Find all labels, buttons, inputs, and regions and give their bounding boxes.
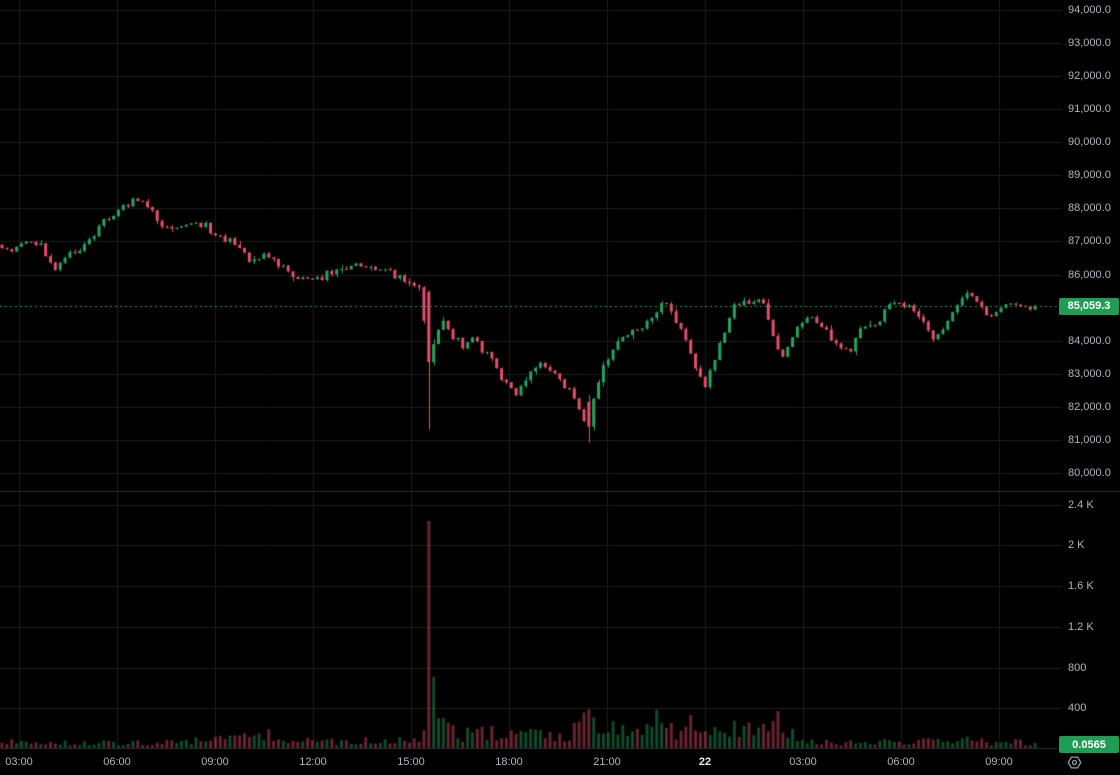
time-tick-label[interactable]: 18:00: [495, 756, 523, 768]
volume-tick-label: 2.4 K: [1068, 498, 1094, 511]
time-tick-label[interactable]: 12:00: [299, 756, 327, 768]
last-volume-value: 0.0565: [1072, 738, 1106, 751]
time-tick-label[interactable]: 09:00: [985, 756, 1013, 768]
last-price-badge: 85,059.3: [1059, 297, 1119, 315]
volume-tick-label: 400: [1068, 702, 1087, 715]
time-tick-label[interactable]: 21:00: [593, 756, 621, 768]
settings-gear-icon[interactable]: [1066, 754, 1083, 771]
price-tick-label: 92,000.0: [1068, 70, 1111, 83]
time-tick-label[interactable]: 09:00: [201, 756, 229, 768]
price-tick-label: 91,000.0: [1068, 103, 1111, 116]
volume-tick-label: 1.6 K: [1068, 580, 1094, 593]
last-volume-badge: 0.0565: [1059, 736, 1119, 753]
price-tick-label: 88,000.0: [1068, 202, 1111, 215]
time-tick-label[interactable]: 03:00: [789, 756, 817, 768]
price-tick-label: 84,000.0: [1068, 334, 1111, 347]
price-tick-label: 87,000.0: [1068, 235, 1111, 248]
volume-tick-label: 2 K: [1068, 539, 1085, 552]
price-tick-label: 94,000.0: [1068, 4, 1111, 16]
time-tick-label[interactable]: 03:00: [5, 756, 33, 768]
time-tick-label[interactable]: 06:00: [103, 756, 131, 768]
time-tick-label[interactable]: 22: [698, 756, 712, 768]
volume-tick-label: 1.2 K: [1068, 620, 1094, 633]
price-tick-label: 81,000.0: [1068, 433, 1111, 446]
axis-corner-cell: [1062, 749, 1120, 775]
price-tick-label: 86,000.0: [1068, 268, 1111, 281]
price-tick-label: 82,000.0: [1068, 400, 1111, 413]
pane-separator[interactable]: [0, 491, 1120, 492]
price-tick-label: 83,000.0: [1068, 367, 1111, 380]
price-tick-label: 89,000.0: [1068, 169, 1111, 182]
time-tick-label[interactable]: 15:00: [397, 756, 425, 768]
time-tick-label[interactable]: 06:00: [887, 756, 915, 768]
volume-tick-label: 800: [1068, 661, 1087, 674]
price-tick-label: 80,000.0: [1068, 466, 1111, 479]
time-axis-separator: [0, 748, 1120, 749]
price-tick-label: 90,000.0: [1068, 136, 1111, 149]
price-tick-label: 93,000.0: [1068, 37, 1111, 50]
last-price-value: 85,059.3: [1067, 300, 1111, 313]
